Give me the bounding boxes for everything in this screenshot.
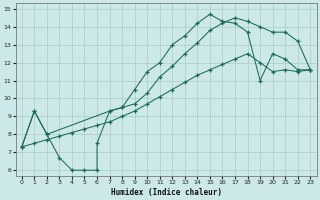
X-axis label: Humidex (Indice chaleur): Humidex (Indice chaleur): [110, 188, 221, 197]
